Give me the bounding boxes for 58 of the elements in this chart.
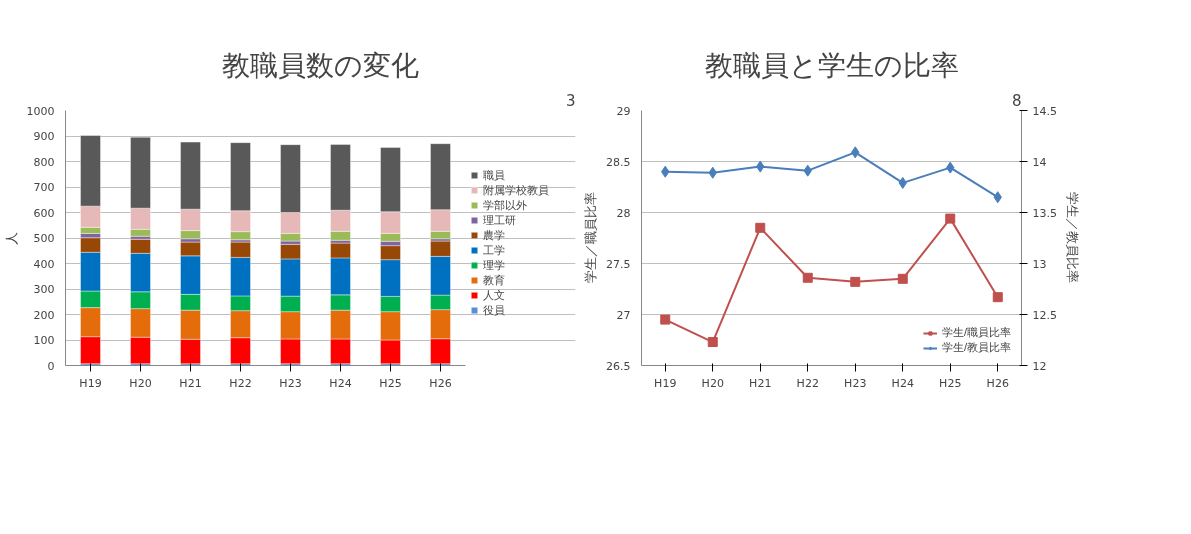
y2-tick-label: 14.5 [1032,104,1057,118]
y-tick-label: 28 [616,206,631,220]
legend-label: 理工研 [483,212,516,228]
x-tick-label: H21 [749,376,772,390]
legend-label: 学生/職員比率 [941,325,1011,340]
y2-tick-label: 13.5 [1032,206,1057,220]
legend-label: 学生/教員比率 [941,340,1011,355]
y-tick-label: 29 [616,104,631,118]
x-tick-label: H21 [179,376,202,390]
y-tick-label: 27 [616,308,631,322]
x-tick-label: H20 [701,376,724,390]
x-tick-label: H23 [279,376,302,390]
x-tick-label: H26 [429,376,452,390]
x-tick-label: H20 [129,376,152,390]
y-axis-title: 人 [3,231,19,245]
y2-tick-label: 12.5 [1032,308,1057,322]
chart-title: 教職員と学生の比率 [704,48,959,82]
y2-axis-title: 学生／教員比率 [1064,192,1080,284]
y2-tick-label: 14 [1032,155,1047,169]
legend-label: 役員 [483,302,505,318]
x-tick-label: H19 [79,376,102,390]
x-tick-label: H19 [654,376,677,390]
legend-label: 学部以外 [483,197,527,213]
y-tick-label: 200 [33,308,55,322]
y-tick-label: 800 [33,155,55,169]
x-tick-label: H25 [939,376,962,390]
y-tick-label: 900 [33,130,55,143]
legend-label: 理学 [483,257,505,273]
y2-tick-label: 13 [1032,257,1047,271]
y-tick-label: 26.5 [606,359,631,373]
legend-label: 工学 [483,242,505,258]
text: 8 [1011,91,1022,110]
y-tick-label: 100 [33,334,55,347]
y-tick-label: 27.5 [606,257,631,271]
x-tick-label: H25 [379,376,402,390]
y-tick-label: 0 [47,359,55,373]
y-tick-label: 600 [33,206,55,220]
chart-title: 教職員数の変化 [222,48,419,82]
legend-label: 人文 [483,287,505,303]
legend-label: 教育 [483,272,505,288]
y-axis-title: 学生／職員比率 [583,192,599,284]
y2-tick-label: 12 [1032,359,1047,373]
y-tick-label: 28.5 [606,155,631,169]
x-tick-label: H26 [986,376,1009,390]
x-tick-label: H22 [229,376,252,390]
y-tick-label: 300 [33,283,55,296]
legend-label: 附属学校教員 [483,182,549,198]
legend-label: 農学 [483,227,505,243]
x-tick-label: H23 [844,376,867,390]
y-tick-label: 700 [33,181,55,194]
x-tick-label: H22 [796,376,819,390]
y-tick-label: 400 [33,257,55,271]
y-tick-label: 1000 [26,104,55,118]
text: 3 [565,91,576,110]
x-tick-label: H24 [891,376,914,390]
x-tick-label: H24 [329,376,352,390]
legend-label: 職員 [483,167,505,183]
y-tick-label: 500 [33,232,55,245]
